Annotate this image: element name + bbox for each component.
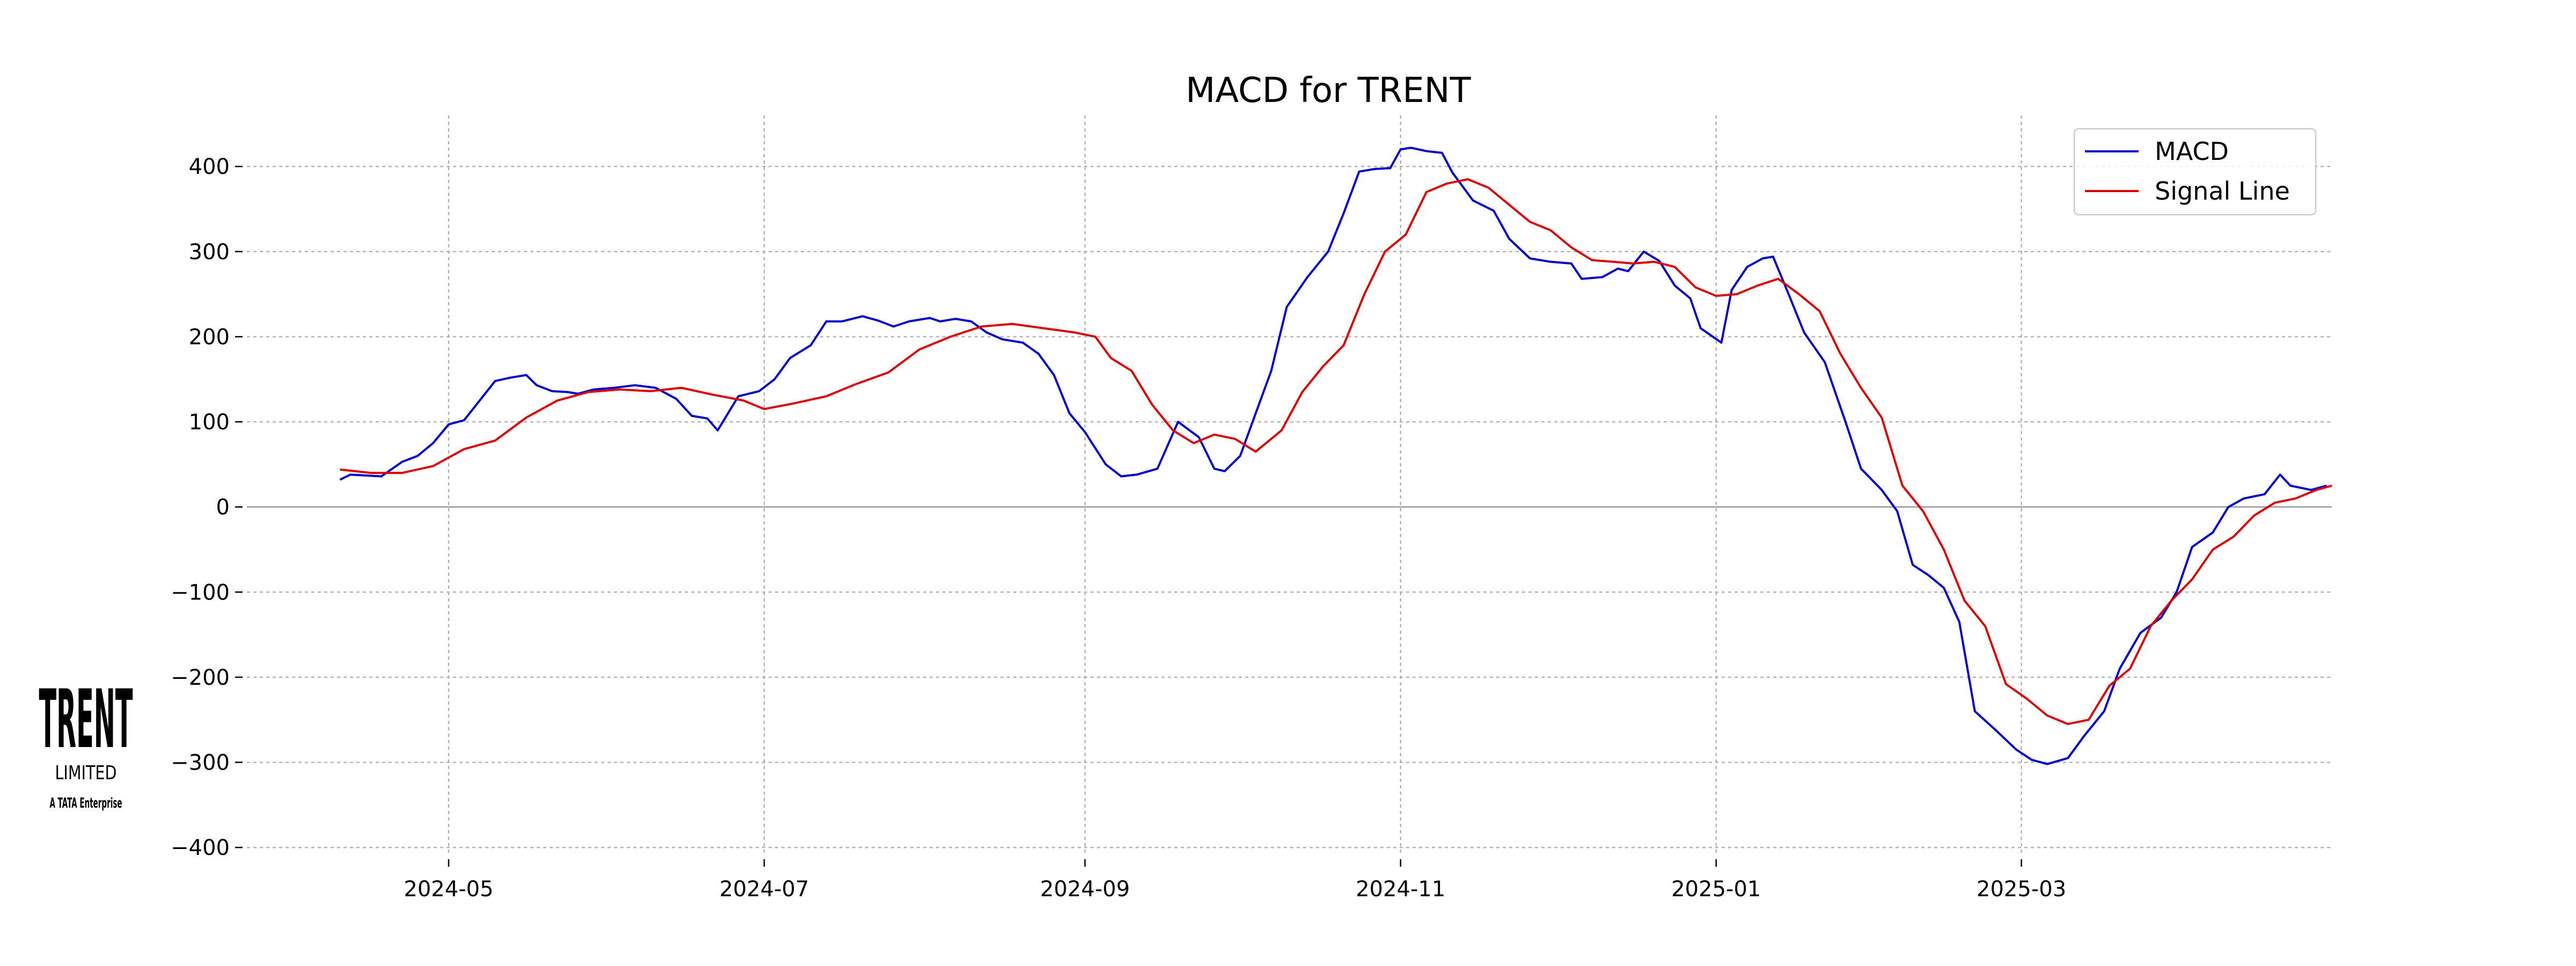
y-tick-label: 100 (189, 410, 230, 435)
y-tick-label: 300 (189, 240, 230, 265)
y-tick-label: −200 (171, 665, 230, 690)
x-tick-label: 2024-09 (1040, 877, 1130, 902)
trent-logo: TRENT LIMITED A TATA Enterprise (39, 673, 133, 811)
logo-wordmark: TRENT (39, 673, 133, 766)
legend-macd-label: MACD (2155, 137, 2229, 166)
y-tick-label: 0 (216, 495, 230, 520)
x-tick-label: 2025-01 (1671, 877, 1761, 902)
logo-tagline: A TATA Enterprise (50, 795, 122, 811)
y-tick-label: −300 (171, 751, 230, 775)
x-tick-label: 2024-07 (719, 877, 809, 902)
y-tick-label: 400 (189, 155, 230, 179)
legend-signal-label: Signal Line (2155, 177, 2290, 206)
legend: MACD Signal Line (2073, 128, 2317, 216)
y-tick-label: 200 (189, 325, 230, 349)
x-tick-label: 2025-03 (1977, 877, 2066, 902)
series-lines (339, 147, 2332, 765)
x-tick-label: 2024-11 (1356, 877, 1445, 902)
logo-limited: LIMITED (55, 762, 117, 784)
axis-ticks: 400 300 200 100 0 −100 −200 −300 −400 2024-05 2024… (171, 155, 2066, 902)
chart-title: MACD for TRENT (1185, 71, 1471, 111)
y-tick-label: −100 (171, 580, 230, 605)
gridlines (247, 115, 2332, 856)
signal-line (340, 178, 2332, 726)
macd-line (339, 147, 2327, 765)
y-tick-label: −400 (171, 836, 230, 860)
x-tick-label: 2024-05 (404, 877, 493, 902)
